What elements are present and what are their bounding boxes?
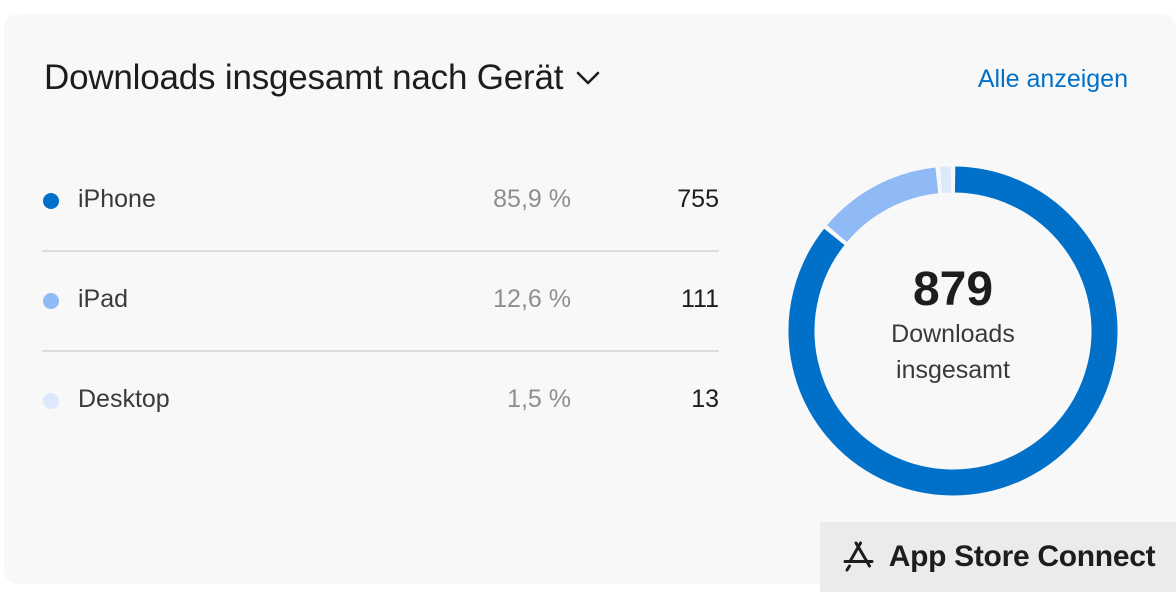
device-label: iPhone: [78, 185, 156, 213]
device-label: iPad: [78, 285, 129, 313]
brand-text: App Store Connect: [888, 540, 1156, 573]
app-store-icon: [841, 539, 877, 575]
legend-row-iphone: iPhone 85,9 % 755: [42, 152, 719, 252]
downloads-by-device-card: Downloads insgesamt nach Gerät Alle anze…: [4, 14, 1176, 584]
legend-row-desktop: Desktop 1,5 % 13: [42, 352, 719, 452]
total-downloads-label: Downloads insgesamt: [891, 320, 1015, 384]
device-legend: iPhone 85,9 % 755 iPad 12,6 % 111 Deskto…: [42, 152, 719, 452]
legend-dot: [43, 293, 59, 309]
legend-dot: [43, 193, 59, 209]
device-count: 755: [677, 185, 719, 213]
legend-row-ipad: iPad 12,6 % 111: [42, 252, 719, 352]
donut-center: 879 Downloads insgesamt: [788, 166, 1118, 496]
chevron-down-icon: [575, 70, 601, 86]
device-percent: 85,9 %: [493, 185, 571, 213]
donut-slice-ipad: [827, 167, 939, 243]
device-count: 111: [680, 285, 719, 313]
device-percent: 1,5 %: [507, 385, 571, 413]
donut-svg: [788, 166, 1118, 496]
device-percent: 12,6 %: [493, 285, 571, 313]
total-downloads-value: 879: [912, 263, 994, 316]
donut-slice-iphone: [788, 166, 1118, 496]
donut-chart: 879 Downloads insgesamt: [788, 166, 1118, 496]
title-dropdown[interactable]: Downloads insgesamt nach Gerät: [44, 58, 601, 98]
show-all-link[interactable]: Alle anzeigen: [977, 65, 1128, 93]
device-label: Desktop: [78, 385, 170, 413]
card-title: Downloads insgesamt nach Gerät: [44, 58, 564, 97]
legend-dot: [43, 393, 59, 409]
app-store-connect-watermark: App Store Connect: [820, 522, 1176, 592]
device-count: 13: [691, 385, 719, 413]
